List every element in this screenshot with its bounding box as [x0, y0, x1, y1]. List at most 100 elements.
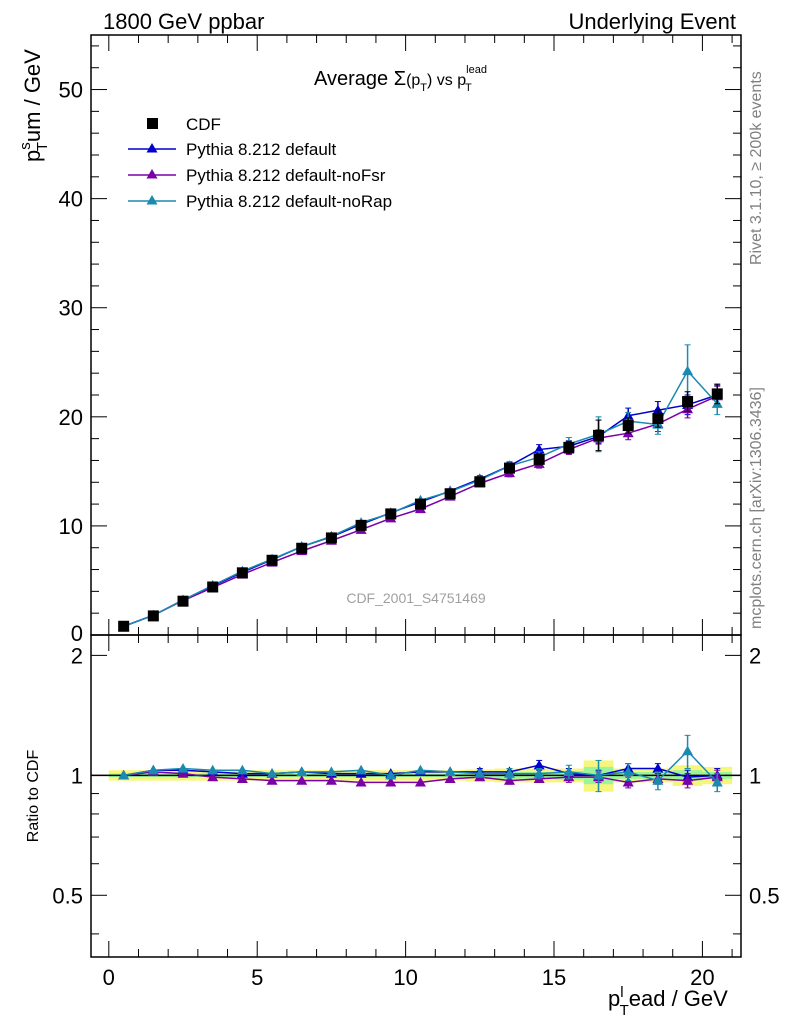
ratio-point-default	[533, 759, 545, 770]
ratio-data-layer	[91, 734, 741, 793]
legend-marker-default	[146, 143, 158, 153]
ratio-point-noFsr	[503, 775, 515, 785]
main-point-cdf	[474, 476, 486, 488]
ratio-xlabel: pl Tead / GeV	[608, 984, 728, 1019]
main-point-cdf	[207, 581, 219, 593]
ratio-point-noFsr	[177, 768, 189, 778]
main-point-cdf	[622, 420, 634, 432]
main-ylabel: psTum / GeV	[17, 49, 51, 162]
ratio-point-noRap	[593, 769, 605, 780]
ratio-point-noFsr	[207, 771, 219, 782]
main-point-cdf	[563, 441, 575, 453]
ratio-ylabel: Ratio to CDF	[25, 750, 42, 843]
ratio-point-noFsr	[414, 776, 426, 787]
legend-marker-cdf	[147, 118, 158, 129]
header-right: Underlying Event	[568, 9, 736, 34]
ratio-point-noRap	[325, 766, 337, 777]
rivet-label: Rivet 3.1.10, ≥ 200k events	[748, 71, 765, 265]
legend-entry-norap: Pythia 8.212 default-noRap	[128, 192, 392, 211]
main-ytick-label: 50	[59, 78, 83, 103]
ratio-point-noRap	[118, 769, 130, 780]
main-point-cdf	[503, 462, 515, 474]
ratio-point-noRap	[503, 768, 515, 778]
ratio-point-noRap	[444, 766, 456, 777]
main-title: Average Σ(pT) vs plead T	[314, 64, 487, 94]
ratio-point-noRap	[474, 768, 486, 778]
ratio-point-noFsr	[325, 775, 337, 785]
main-point-cdf	[147, 610, 159, 622]
main-data-layer	[118, 344, 723, 632]
ratio-frame	[90, 634, 742, 958]
main-ytick-label: 10	[59, 514, 83, 539]
ratio-point-noFsr	[385, 776, 397, 787]
main-point-cdf	[296, 542, 308, 554]
main-point-cdf	[652, 412, 664, 424]
main-point-cdf	[118, 620, 130, 632]
ratio-point-noFsr	[296, 775, 308, 785]
main-point-cdf	[385, 508, 397, 520]
legend-label-norap: Pythia 8.212 default-noRap	[186, 192, 392, 211]
main-ytick-label: 40	[59, 187, 83, 212]
main-point-noRap	[682, 365, 694, 376]
header-left: 1800 GeV ppbar	[103, 9, 264, 34]
ratio-point-noRap	[711, 776, 723, 787]
legend-label-cdf: CDF	[186, 115, 221, 134]
ratio-xtick-label: 20	[690, 965, 714, 990]
ratio-point-noRap	[385, 769, 397, 780]
main-point-cdf	[177, 595, 189, 607]
ratio-ytick-label-right: 1	[749, 763, 761, 788]
ratio-ytick-label-right: 0.5	[749, 883, 780, 908]
main-ytick-label: 30	[59, 296, 83, 321]
main-ticks: 10 20 30 40 50 0	[59, 35, 741, 646]
mcplots-label: mcplots.cern.ch [arXiv:1306.3436]	[748, 387, 765, 629]
ratio-point-noRap	[652, 775, 664, 785]
ratio-point-noFsr	[622, 776, 634, 787]
legend-marker-nofsr	[146, 169, 158, 179]
ratio-point-noRap	[533, 768, 545, 778]
ratio-point-noRap	[207, 764, 219, 775]
ratio-point-noRap	[147, 764, 159, 775]
main-point-cdf	[533, 453, 545, 465]
analysis-watermark: CDF_2001_S4751469	[346, 590, 486, 606]
main-ytick-label: 20	[59, 405, 83, 430]
main-point-cdf	[593, 429, 605, 441]
main-point-cdf	[711, 388, 723, 400]
ratio-point-default	[652, 763, 664, 773]
ratio-point-noRap	[236, 764, 248, 775]
main-point-cdf	[682, 396, 694, 408]
ratio-panel: 0.5 0.51 12 20 5 10 15 20 Ratio to CDF pl Tead /…	[25, 634, 780, 1019]
ratio-point-noRap	[296, 766, 308, 777]
ratio-point-noRap	[622, 766, 634, 777]
ratio-point-noRap	[414, 764, 426, 775]
ratio-point-noRap	[177, 763, 189, 773]
legend-entry-cdf: CDF	[147, 115, 221, 134]
ratio-point-noFsr	[236, 773, 248, 783]
ratio-xtick-label: 15	[542, 965, 566, 990]
legend-label-nofsr: Pythia 8.212 default-noFsr	[186, 166, 386, 185]
ratio-point-noRap	[355, 764, 367, 775]
ratio-xtick-label: 5	[251, 965, 263, 990]
ratio-point-noRap	[682, 745, 694, 756]
legend: CDF Pythia 8.212 default Pythia 8.212 de…	[128, 115, 392, 211]
ratio-ytick-label-left: 1	[71, 763, 83, 788]
main-point-cdf	[355, 519, 367, 531]
main-ytick-label-zero: 0	[71, 621, 83, 646]
main-point-cdf	[236, 567, 248, 579]
ratio-ytick-label-left: 0.5	[52, 883, 83, 908]
ratio-point-noFsr	[444, 773, 456, 783]
ratio-point-noRap	[266, 768, 278, 778]
main-point-cdf	[266, 554, 278, 566]
main-point-cdf	[444, 488, 456, 500]
legend-marker-norap	[146, 195, 158, 205]
legend-label-default: Pythia 8.212 default	[186, 140, 337, 159]
ratio-ytick-label-left: 2	[71, 643, 83, 668]
main-point-cdf	[325, 532, 337, 544]
ratio-ticks: 0.5 0.51 12 20 5 10 15 20	[52, 635, 780, 990]
ratio-xtick-label: 10	[393, 965, 417, 990]
ratio-ytick-label-right: 2	[749, 643, 761, 668]
ratio-point-noFsr	[266, 775, 278, 785]
main-point-cdf	[414, 498, 426, 510]
main-panel: 10 20 30 40 50 0 Average Σ(pT) vs plead T psTu…	[17, 34, 742, 646]
ratio-point-noFsr	[355, 776, 367, 787]
ratio-point-noRap	[563, 766, 575, 777]
